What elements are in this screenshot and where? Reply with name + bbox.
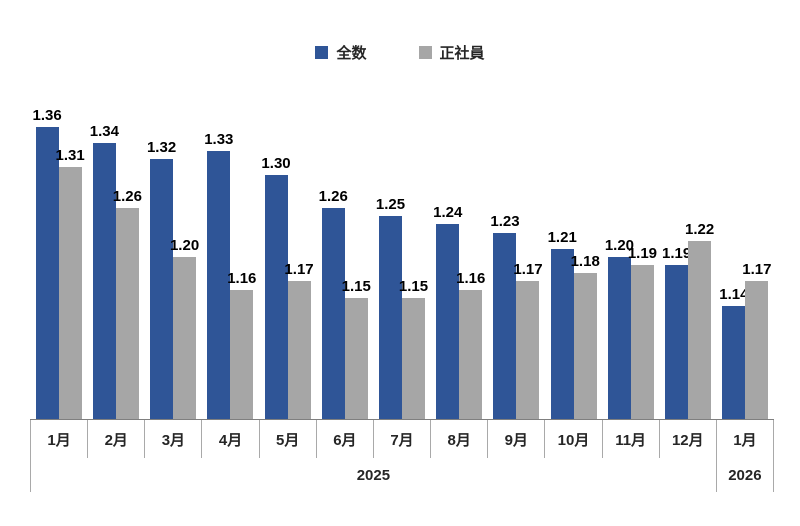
data-label-正社員-0: 1.31 [55,147,85,164]
x-axis-year-row: 2025 2026 [30,458,774,492]
legend-swatch-zensu-icon [315,46,329,59]
data-label-全数-5: 1.26 [318,188,348,205]
bar-全数-2月-1 [92,143,116,420]
axis-month-label-2: 3月 [145,420,203,458]
data-label-全数-0: 1.36 [32,107,62,124]
bar-全数-3月-2 [150,159,174,420]
legend-item-seishain: 正社員 [418,42,485,63]
data-label-正社員-9: 1.18 [570,253,600,270]
bar-正社員-3月-2 [173,257,197,420]
bar-全数-1月-0 [35,127,59,420]
bar-全数-1月-12 [722,306,746,420]
bar-正社員-11月-10 [630,265,654,420]
data-label-全数-12: 1.14 [719,286,749,303]
legend-label-seishain: 正社員 [439,45,485,62]
axis-month-label-8: 9月 [488,420,546,458]
data-label-全数-7: 1.24 [433,204,463,221]
data-label-全数-9: 1.21 [547,229,577,246]
bar-正社員-12月-11 [688,241,712,420]
data-label-全数-6: 1.25 [375,196,406,213]
bar-正社員-8月-7 [459,290,483,420]
legend-swatch-seishain-icon [418,46,432,59]
bar-正社員-7月-6 [402,298,425,420]
bar-正社員-9月-8 [516,281,540,420]
x-axis-month-row: 1月 2月 3月 4月 5月 6月 7月 8月 9月 10月 11月 12月 1月 [30,419,775,458]
data-label-正社員-6: 1.15 [398,278,429,295]
bar-全数-6月-5 [321,208,345,420]
bar-全数-12月-11 [665,265,689,420]
axis-month-label-5: 6月 [317,420,374,458]
bar-全数-4月-3 [207,151,231,420]
axis-month-label-12: 1月 [717,420,775,458]
data-label-全数-8: 1.23 [490,213,520,230]
chart-legend: 全数 正社員 [0,42,800,63]
axis-year-label-2025: 2025 [30,458,717,492]
data-label-正社員-2: 1.20 [169,237,200,254]
data-label-正社員-11: 1.22 [685,221,715,238]
data-label-正社員-5: 1.15 [341,278,371,295]
data-label-全数-10: 1.20 [604,237,635,254]
data-label-全数-11: 1.19 [662,245,692,262]
bar-正社員-1月-0 [58,167,82,420]
bar-全数-8月-7 [436,224,460,420]
data-label-正社員-4: 1.17 [284,261,314,278]
bar-全数-7月-6 [379,216,402,420]
axis-month-label-1: 2月 [88,420,146,458]
data-label-正社員-1: 1.26 [112,188,142,205]
bar-全数-5月-4 [264,175,288,420]
axis-year-label-2026: 2026 [717,458,774,492]
bar-正社員-1月-12 [745,281,769,420]
axis-month-label-3: 4月 [202,420,260,458]
bar-正社員-4月-3 [230,290,254,420]
plot-area: 1.36 1.31 1.34 1.26 1.32 1.20 1.33 1.16 1.30 1.17… [32,107,772,420]
axis-month-label-10: 11月 [603,420,660,458]
data-label-正社員-12: 1.17 [742,261,772,278]
bar-正社員-10月-9 [573,273,597,420]
bar-正社員-2月-1 [115,208,139,420]
axis-month-label-4: 5月 [260,420,317,458]
axis-month-label-0: 1月 [30,420,89,458]
axis-month-label-7: 8月 [431,420,489,458]
bar-正社員-5月-4 [287,281,311,420]
axis-month-label-9: 10月 [545,420,603,458]
bar-全数-10月-9 [550,249,574,420]
data-label-全数-3: 1.33 [204,131,234,148]
data-label-全数-4: 1.30 [261,155,291,172]
axis-month-label-6: 7月 [374,420,432,458]
data-label-正社員-3: 1.16 [227,270,257,287]
data-label-全数-2: 1.32 [146,139,177,156]
data-label-正社員-7: 1.16 [456,270,486,287]
bar-全数-11月-10 [607,257,631,420]
legend-item-zensu: 全数 [315,42,367,63]
bar-全数-9月-8 [493,233,517,420]
data-label-正社員-10: 1.19 [627,245,658,262]
legend-label-zensu: 全数 [336,45,367,62]
axis-month-label-11: 12月 [660,420,717,458]
bar-正社員-6月-5 [344,298,368,420]
data-label-正社員-8: 1.17 [513,261,543,278]
data-label-全数-1: 1.34 [89,123,119,140]
